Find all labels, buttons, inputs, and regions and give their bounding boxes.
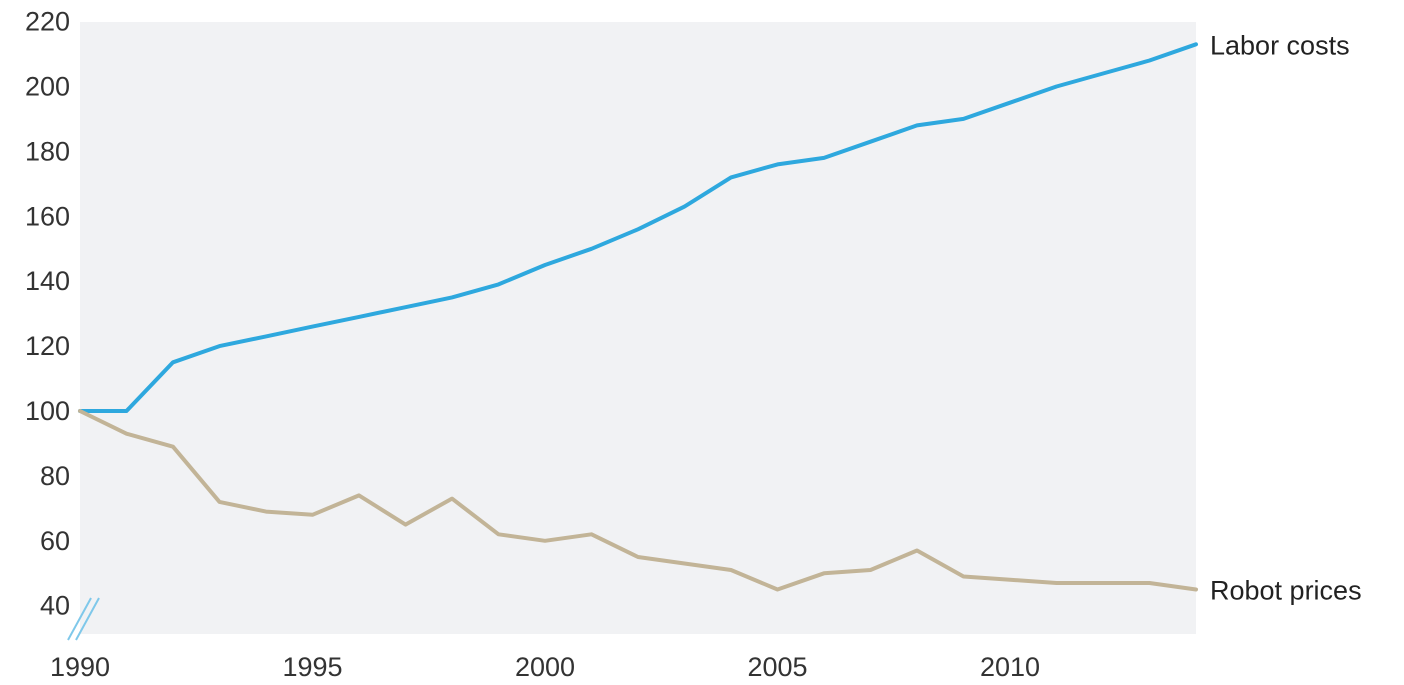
- y-tick-label: 140: [25, 266, 70, 296]
- y-tick-label: 220: [25, 7, 70, 37]
- y-tick-label: 60: [40, 526, 70, 556]
- y-tick-label: 180: [25, 136, 70, 166]
- y-tick-labels: 40 60 80 100 120 140 160 180 200 220: [25, 7, 70, 621]
- x-tick-label: 2010: [980, 652, 1040, 682]
- y-tick-label: 80: [40, 461, 70, 491]
- axis-break-line-2: [75, 597, 100, 641]
- y-tick-label: 40: [40, 591, 70, 621]
- y-tick-label: 120: [25, 331, 70, 361]
- labor-costs-label: Labor costs: [1210, 30, 1350, 60]
- x-tick-label: 2000: [515, 652, 575, 682]
- plot-background: [80, 22, 1196, 634]
- x-tick-label: 2005: [747, 652, 807, 682]
- axis-break-line-1: [67, 597, 92, 641]
- x-tick-label: 1995: [282, 652, 342, 682]
- series-labels: Labor costs Robot prices: [1210, 30, 1362, 605]
- robot-prices-line: [78, 409, 1198, 592]
- series-lines: [78, 42, 1198, 592]
- y-tick-label: 200: [25, 72, 70, 102]
- x-tick-label: 1990: [50, 652, 110, 682]
- labor-costs-line: [78, 42, 1198, 413]
- y-tick-label: 100: [25, 396, 70, 426]
- robot-prices-label: Robot prices: [1210, 575, 1362, 605]
- y-tick-label: 160: [25, 201, 70, 231]
- x-tick-labels: 1990 1995 2000 2005 2010: [50, 652, 1040, 682]
- axis-break-mark: [67, 597, 100, 641]
